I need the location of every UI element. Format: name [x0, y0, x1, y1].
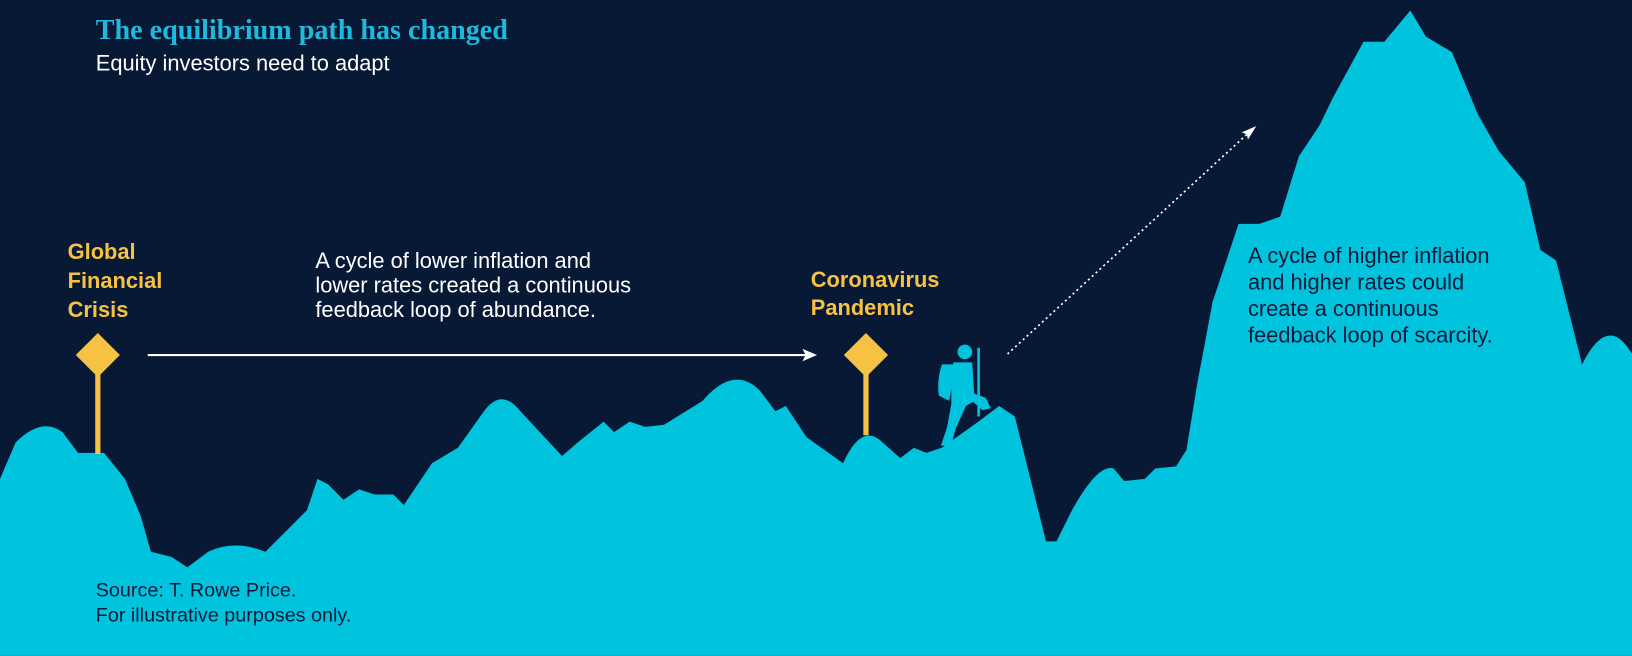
subtitle: Equity investors need to adapt — [96, 50, 390, 75]
title: The equilibrium path has changed — [96, 15, 509, 46]
annotation-line: create a continuous — [1248, 296, 1439, 321]
annotation-line: A cycle of higher inflation — [1248, 243, 1490, 268]
marker-label-line: Global — [68, 239, 136, 264]
annotation-line: A cycle of lower inflation and — [315, 248, 591, 273]
marker-label-line: Financial — [68, 268, 163, 293]
marker-label-line: Crisis — [68, 297, 129, 322]
annotation-line: feedback loop of abundance. — [315, 297, 596, 322]
annotation-line: lower rates created a continuous — [315, 273, 631, 298]
marker-label-line: Pandemic — [811, 295, 914, 320]
marker-label-line: Coronavirus — [811, 267, 940, 292]
annotation-line: feedback loop of scarcity. — [1248, 323, 1493, 348]
footer-line: For illustrative purposes only. — [96, 605, 352, 627]
footer-line: Source: T. Rowe Price. — [96, 580, 297, 602]
annotation-line: and higher rates could — [1248, 270, 1464, 295]
illustration: The equilibrium path has changed Equity … — [0, 0, 1632, 656]
